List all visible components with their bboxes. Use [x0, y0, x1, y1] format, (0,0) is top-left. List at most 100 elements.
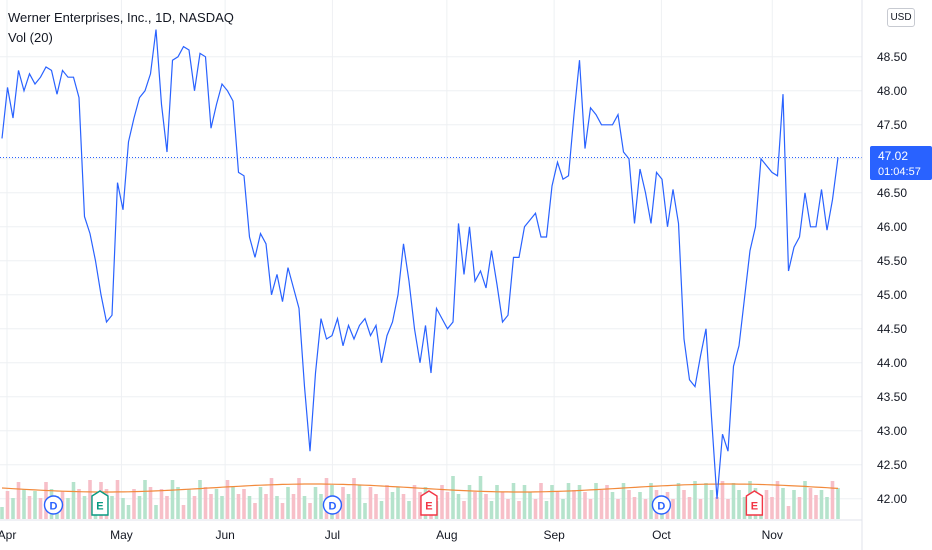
- volume-bar: [440, 485, 444, 519]
- y-tick-label: 43.50: [877, 390, 907, 404]
- dividend-marker-label: D: [328, 501, 336, 513]
- x-tick-label: Apr: [0, 528, 16, 542]
- volume-bar: [253, 503, 257, 519]
- dividend-marker[interactable]: [322, 495, 343, 515]
- volume-bar: [143, 480, 147, 519]
- volume-bar: [88, 480, 92, 519]
- volume-bar: [775, 481, 780, 519]
- volume-bar: [698, 499, 703, 519]
- volume-bar: [302, 496, 307, 519]
- volume-bar: [693, 481, 697, 519]
- volume-bar: [357, 485, 362, 519]
- dividend-marker[interactable]: [43, 495, 64, 515]
- volume-bar: [528, 492, 532, 519]
- volume-bar: [242, 489, 246, 519]
- y-tick-label: 43.00: [877, 424, 907, 438]
- volume-bar: [539, 483, 543, 519]
- volume-bar: [572, 490, 576, 519]
- volume-bar: [649, 483, 653, 519]
- volume-bar: [126, 505, 131, 519]
- volume-bar: [374, 494, 378, 519]
- volume-bar: [352, 478, 356, 519]
- y-tick-label: 42.00: [877, 492, 907, 506]
- earnings-marker[interactable]: [420, 490, 438, 516]
- earnings-marker-label: E: [425, 501, 432, 513]
- volume-bar: [280, 503, 285, 519]
- volume-bar: [77, 489, 81, 519]
- volume-bar: [599, 490, 604, 519]
- volume-bar: [368, 487, 373, 519]
- y-tick-label: 46.50: [877, 186, 907, 200]
- volume-bar: [137, 496, 142, 519]
- volume-bar: [379, 501, 384, 519]
- volume-bar: [511, 483, 516, 519]
- volume-histogram: [0, 476, 840, 519]
- y-tick-label: 44.50: [877, 322, 907, 336]
- volume-bar: [786, 506, 791, 519]
- volume-bar: [709, 490, 714, 519]
- volume-bar: [38, 498, 43, 519]
- dividend-marker-label: D: [50, 501, 58, 513]
- x-tick-label: Oct: [652, 528, 671, 542]
- volume-bar: [671, 499, 675, 519]
- volume-bar: [115, 480, 120, 519]
- volume-bar: [154, 505, 158, 519]
- volume-bar: [445, 492, 450, 519]
- volume-bar: [836, 488, 840, 519]
- volume-bar: [594, 483, 598, 519]
- price-axis[interactable]: 42.00 42.50 43.00 43.50 44.00 44.50 45.00 45.50…: [877, 50, 907, 506]
- volume-bar: [22, 489, 26, 519]
- volume-bar: [500, 492, 505, 519]
- price-line: [1, 29, 839, 499]
- y-tick-label: 48.00: [877, 84, 907, 98]
- volume-bar: [583, 492, 587, 519]
- earnings-marker[interactable]: [91, 490, 109, 516]
- volume-bar: [561, 499, 565, 519]
- volume-bar: [181, 505, 186, 519]
- volume-bar: [737, 490, 741, 519]
- dividend-marker[interactable]: [651, 495, 672, 515]
- y-tick-label: 45.50: [877, 254, 907, 268]
- volume-bar: [577, 485, 582, 519]
- volume-bar: [478, 476, 483, 519]
- volume-bar: [385, 485, 389, 519]
- x-tick-label: Sep: [543, 528, 565, 542]
- volume-bar: [247, 496, 252, 519]
- last-price-tag-bg: [870, 146, 932, 180]
- volume-bar: [363, 503, 367, 519]
- volume-bar: [676, 483, 681, 519]
- earnings-marker-label: E: [96, 501, 103, 513]
- volume-bar: [220, 496, 224, 519]
- volume-bar: [830, 481, 835, 519]
- volume-bar: [71, 482, 76, 519]
- volume-bar: [484, 494, 488, 519]
- volume-bar: [588, 499, 593, 519]
- volume-bar: [346, 494, 351, 519]
- volume-bar: [286, 487, 290, 519]
- volume-bar: [550, 485, 554, 519]
- volume-bar: [610, 492, 615, 519]
- volume-bar: [192, 496, 197, 519]
- volume-bar: [82, 496, 87, 519]
- volume-bar: [605, 485, 609, 519]
- volume-bar: [0, 507, 4, 519]
- x-tick-label: Nov: [762, 528, 783, 542]
- volume-bar: [495, 485, 499, 519]
- volume-bar: [643, 499, 648, 519]
- volume-bar: [506, 499, 510, 519]
- volume-bar: [121, 498, 125, 519]
- volume-bar: [517, 501, 521, 519]
- volume-bar: [621, 483, 626, 519]
- volume-indicator-label[interactable]: Vol (20): [8, 30, 53, 45]
- volume-bar: [198, 480, 202, 519]
- volume-bar: [467, 485, 472, 519]
- currency-button[interactable]: USD: [887, 8, 915, 27]
- time-axis[interactable]: Apr May Jun Jul Aug Sep Oct Nov: [0, 528, 783, 542]
- chart-title[interactable]: Werner Enterprises, Inc., 1D, NASDAQ: [8, 10, 234, 25]
- volume-bar: [308, 503, 312, 519]
- volume-bar: [682, 490, 686, 519]
- earnings-marker[interactable]: [745, 490, 764, 516]
- volume-bar: [819, 490, 824, 519]
